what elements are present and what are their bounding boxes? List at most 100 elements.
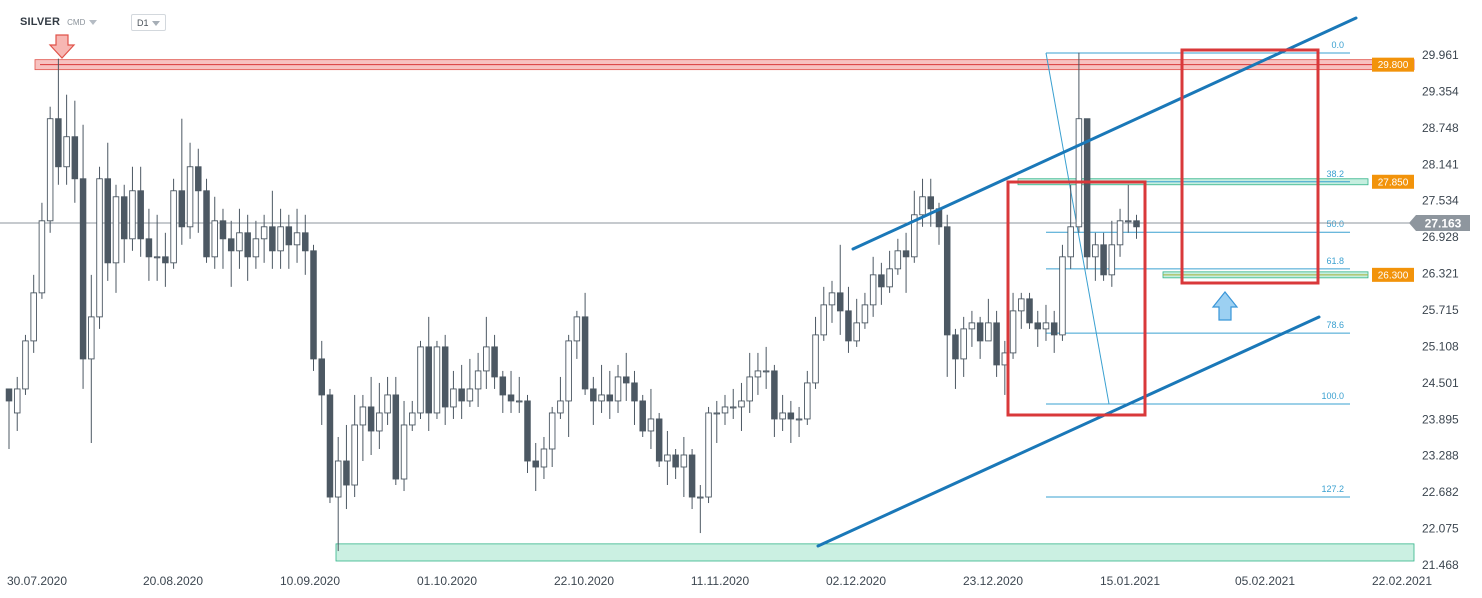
candle <box>392 376 400 486</box>
level-badge: 27.850 <box>1372 174 1414 189</box>
candle-body-bull <box>252 238 260 258</box>
candle-body-bull <box>738 400 745 408</box>
y-tick-label: 27.534 <box>1422 194 1459 208</box>
candle-body-bull <box>474 370 482 390</box>
candle-body-bear <box>310 250 317 360</box>
candle-body-bull <box>812 334 819 384</box>
current-price-label: 27.163 <box>1425 217 1462 231</box>
candle <box>1075 52 1083 233</box>
candle <box>211 196 218 269</box>
candle <box>705 406 712 504</box>
candle <box>260 214 268 263</box>
candle-body-bull <box>46 118 54 222</box>
candle <box>269 190 276 269</box>
candle <box>186 142 194 239</box>
candle <box>853 298 860 347</box>
candle-body-bear <box>392 394 400 480</box>
candle-body-bull <box>211 220 218 258</box>
instrument-category[interactable]: CMD <box>67 17 86 27</box>
x-tick-label: 10.09.2020 <box>280 574 340 588</box>
candle-body-bull <box>762 370 770 373</box>
candle-body-bear <box>639 400 646 432</box>
y-tick-label: 29.354 <box>1422 84 1459 98</box>
candle <box>293 208 301 263</box>
candle-body-bull <box>88 316 95 360</box>
symbol-dropdown-chevron-icon[interactable] <box>89 20 98 25</box>
candle-body-bull <box>853 322 860 342</box>
timeframe-chevron-icon[interactable] <box>152 21 160 26</box>
candle <box>71 100 79 203</box>
candle-body-bear <box>1083 118 1091 258</box>
candle <box>491 334 498 389</box>
candle <box>1116 208 1124 257</box>
candle-body-bear <box>302 232 309 252</box>
candle <box>894 238 902 275</box>
candle-body-bear <box>631 382 638 402</box>
candle <box>623 352 630 401</box>
candle-body-bear <box>55 118 62 168</box>
fib-label-50-0: 50.0 <box>1326 219 1344 229</box>
candle <box>812 316 819 389</box>
candle <box>548 406 556 467</box>
timeframe-select[interactable]: D1 <box>131 14 166 31</box>
candle-body-bull <box>828 292 836 306</box>
level-badge-label: 26.300 <box>1378 270 1409 281</box>
candle-body-bull <box>433 346 441 414</box>
candle-body-bull <box>359 406 367 426</box>
candle <box>886 250 893 293</box>
fib-label-127-2: 127.2 <box>1321 484 1344 494</box>
level-badge-bg <box>1372 267 1414 282</box>
candle-body-bull <box>1042 322 1050 330</box>
current-price-badge-bg <box>1409 215 1470 232</box>
candle-body-bull <box>754 370 762 378</box>
candle-body-bear <box>1100 244 1107 276</box>
candle-body-bull <box>960 328 967 360</box>
candle-body-bull <box>729 406 737 409</box>
current-price-badge: 27.163 <box>1409 215 1470 232</box>
candle <box>178 118 186 245</box>
candle <box>507 370 515 413</box>
candle <box>573 310 581 359</box>
candle-body-bull <box>705 412 712 498</box>
candle-body-bear <box>203 190 210 258</box>
candle <box>1026 292 1033 329</box>
candle-body-bull <box>721 406 729 414</box>
candle <box>985 298 992 342</box>
candle <box>976 316 984 359</box>
candle <box>672 448 679 480</box>
fib-label-61-8: 61.8 <box>1326 256 1344 266</box>
candle <box>878 262 885 305</box>
candle <box>746 352 753 413</box>
candle <box>721 394 729 425</box>
instrument-symbol[interactable]: SILVER <box>20 16 61 28</box>
candle-body-bull <box>129 190 136 240</box>
candle <box>606 370 614 419</box>
candle-body-bear <box>1133 220 1140 228</box>
candle <box>441 334 449 425</box>
candle-body-bull <box>697 496 704 499</box>
candle-body-bull <box>869 274 877 306</box>
candle-body-bear <box>326 394 334 498</box>
candle-body-bull <box>1018 298 1025 312</box>
candle-body-bull <box>409 412 416 426</box>
candle-body-bear <box>137 190 144 240</box>
candle-body-bear <box>1034 322 1041 330</box>
level-badge-bg <box>1372 57 1414 72</box>
candle-body-bear <box>71 136 79 180</box>
candle <box>927 178 935 227</box>
candle-body-bull <box>795 418 803 421</box>
candle-body-bull <box>417 346 424 414</box>
candle <box>820 286 828 341</box>
candle <box>137 166 144 257</box>
candle-body-bear <box>952 334 959 360</box>
candle <box>993 310 1000 377</box>
candle-body-bear <box>441 346 449 408</box>
candle-body-bear <box>993 322 1000 366</box>
candle-body-bear <box>499 376 507 396</box>
candle-body-bull <box>260 226 268 240</box>
candle <box>30 274 37 353</box>
candle <box>1100 232 1107 281</box>
candle <box>590 376 597 425</box>
candle <box>524 394 531 474</box>
